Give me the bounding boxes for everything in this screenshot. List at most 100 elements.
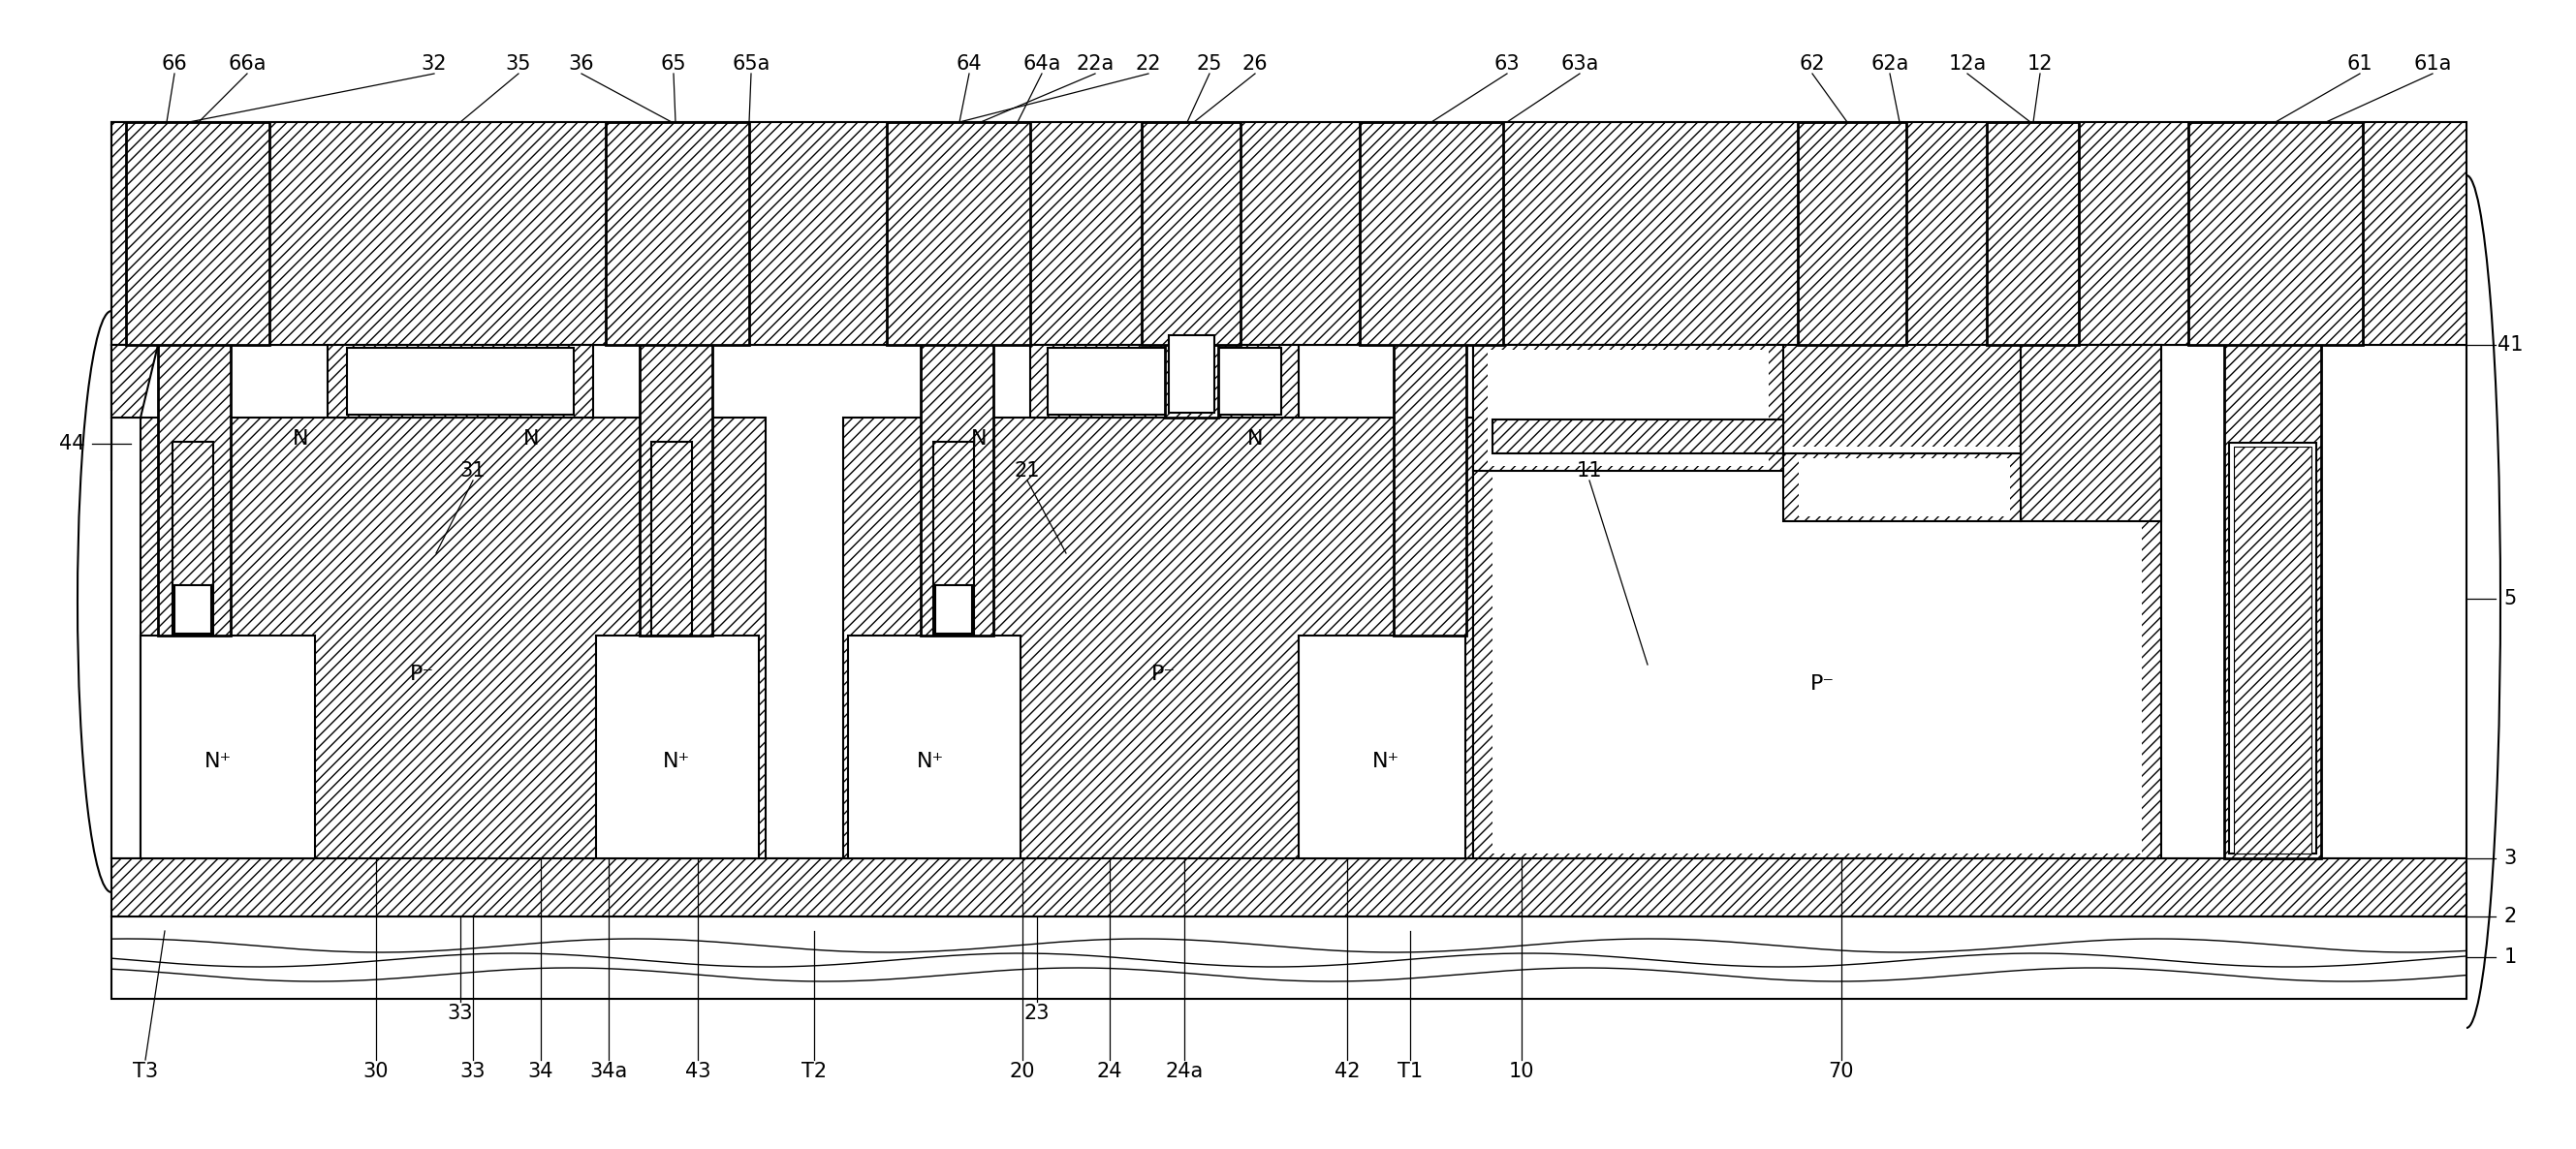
Text: 24a: 24a bbox=[1164, 1062, 1203, 1081]
Text: 1: 1 bbox=[2504, 948, 2517, 966]
Bar bbox=[595, 635, 760, 858]
Text: 12a: 12a bbox=[1947, 54, 1986, 74]
Bar bbox=[2223, 122, 2321, 858]
Text: N⁺: N⁺ bbox=[917, 751, 943, 771]
Bar bbox=[920, 122, 994, 635]
Polygon shape bbox=[1783, 454, 2020, 522]
Text: 41: 41 bbox=[2496, 336, 2522, 355]
Text: T2: T2 bbox=[801, 1062, 827, 1081]
Text: P⁻: P⁻ bbox=[1811, 674, 1834, 694]
Text: 61a: 61a bbox=[2414, 54, 2452, 74]
Text: 63: 63 bbox=[1494, 54, 1520, 74]
Text: 23: 23 bbox=[1025, 1004, 1051, 1023]
Text: 42: 42 bbox=[1334, 1062, 1360, 1081]
Bar bbox=[111, 345, 2465, 858]
Text: 22a: 22a bbox=[1077, 54, 1115, 74]
Text: 32: 32 bbox=[422, 54, 448, 74]
Bar bbox=[157, 122, 232, 635]
Text: 5: 5 bbox=[2504, 589, 2517, 609]
Text: 12: 12 bbox=[2027, 54, 2053, 74]
Text: 25: 25 bbox=[1198, 54, 1224, 74]
Text: N⁺: N⁺ bbox=[1373, 751, 1399, 771]
Text: T1: T1 bbox=[1396, 1062, 1422, 1081]
Text: N: N bbox=[1247, 430, 1262, 448]
Bar bbox=[175, 585, 211, 633]
Bar bbox=[1492, 447, 2141, 854]
Text: 70: 70 bbox=[1829, 1062, 1855, 1081]
Bar bbox=[639, 122, 714, 635]
Text: 22: 22 bbox=[1136, 54, 1162, 74]
Polygon shape bbox=[842, 417, 1473, 858]
Text: 64: 64 bbox=[956, 54, 981, 74]
Text: 62a: 62a bbox=[1870, 54, 1909, 74]
Bar bbox=[848, 635, 1020, 858]
Text: 43: 43 bbox=[685, 1062, 711, 1081]
Bar bbox=[1164, 122, 1218, 417]
Text: N⁺: N⁺ bbox=[662, 751, 690, 771]
Bar bbox=[1170, 336, 1213, 412]
Bar bbox=[126, 122, 270, 345]
Bar bbox=[1798, 122, 1906, 345]
Polygon shape bbox=[111, 345, 157, 417]
Polygon shape bbox=[142, 417, 765, 858]
Text: 3: 3 bbox=[2504, 849, 2517, 867]
Polygon shape bbox=[327, 345, 592, 417]
Text: 64a: 64a bbox=[1023, 54, 1061, 74]
Text: 30: 30 bbox=[363, 1062, 389, 1081]
Bar bbox=[1360, 122, 1504, 345]
Bar bbox=[935, 585, 971, 633]
Text: 62: 62 bbox=[1801, 54, 1826, 74]
Text: 63a: 63a bbox=[1561, 54, 1600, 74]
Text: 26: 26 bbox=[1242, 54, 1267, 74]
Bar bbox=[1986, 122, 2079, 345]
Polygon shape bbox=[1492, 419, 1783, 454]
Text: N: N bbox=[294, 430, 309, 448]
Text: 65: 65 bbox=[659, 54, 685, 74]
Text: P⁻: P⁻ bbox=[1151, 664, 1175, 684]
Polygon shape bbox=[2020, 345, 2161, 522]
Text: 66: 66 bbox=[162, 54, 188, 74]
Text: 66a: 66a bbox=[229, 54, 265, 74]
Bar bbox=[886, 122, 1030, 345]
Text: P⁻: P⁻ bbox=[410, 664, 433, 684]
Text: 2: 2 bbox=[2504, 907, 2517, 926]
Bar bbox=[1489, 349, 1770, 466]
Bar bbox=[111, 122, 2465, 345]
Polygon shape bbox=[1030, 345, 1298, 417]
Text: 10: 10 bbox=[1510, 1062, 1535, 1081]
Text: 33: 33 bbox=[461, 1062, 487, 1081]
Text: 36: 36 bbox=[569, 54, 595, 74]
Text: 44: 44 bbox=[59, 434, 85, 454]
Text: 61: 61 bbox=[2347, 54, 2372, 74]
Text: T3: T3 bbox=[134, 1062, 157, 1081]
Bar bbox=[1394, 122, 1466, 635]
Text: 35: 35 bbox=[505, 54, 531, 74]
Polygon shape bbox=[1473, 345, 2161, 858]
Text: 21: 21 bbox=[1015, 461, 1041, 480]
Text: N: N bbox=[971, 430, 987, 448]
Text: 31: 31 bbox=[461, 461, 487, 480]
Bar bbox=[1798, 458, 2009, 516]
Bar bbox=[605, 122, 750, 345]
Polygon shape bbox=[111, 122, 157, 345]
Bar bbox=[2190, 122, 2362, 345]
Bar bbox=[348, 348, 574, 415]
Text: N: N bbox=[523, 430, 538, 448]
Bar bbox=[111, 858, 2465, 917]
Text: N⁺: N⁺ bbox=[204, 751, 232, 771]
Text: 65a: 65a bbox=[732, 54, 770, 74]
Text: 24: 24 bbox=[1097, 1062, 1123, 1081]
Bar bbox=[2228, 442, 2316, 854]
Polygon shape bbox=[111, 345, 142, 417]
Bar bbox=[111, 917, 2465, 998]
Bar bbox=[1048, 348, 1280, 415]
Text: 34: 34 bbox=[528, 1062, 554, 1081]
Bar bbox=[1298, 635, 1466, 858]
Text: 20: 20 bbox=[1010, 1062, 1036, 1081]
Bar bbox=[652, 441, 693, 635]
Bar bbox=[173, 441, 214, 635]
Text: 33: 33 bbox=[448, 1004, 474, 1023]
Bar bbox=[142, 635, 314, 858]
Text: 11: 11 bbox=[1577, 461, 1602, 480]
Bar bbox=[1141, 122, 1242, 345]
